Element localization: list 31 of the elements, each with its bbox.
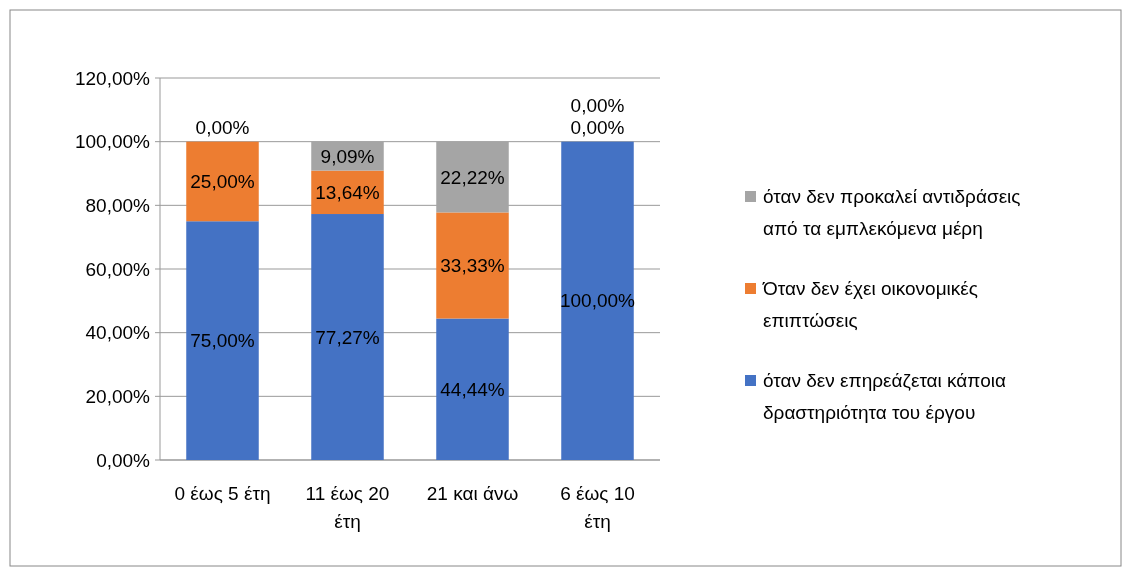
y-tick-label: 40,00% [85, 322, 151, 344]
y-tick-label: 100,00% [74, 131, 151, 153]
y-tick-label: 60,00% [85, 258, 151, 280]
x-tick-label: 0 έως 5 έτη [174, 483, 271, 504]
y-tick-label: 120,00% [74, 67, 151, 89]
bar [436, 212, 509, 319]
data-label: 0,00% [195, 117, 250, 139]
data-label: 77,27% [315, 326, 380, 348]
data-label: 75,00% [190, 330, 255, 352]
data-label: 9,09% [320, 145, 375, 167]
legend-label: όταν δεν επηρεάζεται κάποια δραστηριότητα του έργου [763, 370, 1006, 423]
bar [311, 214, 384, 460]
data-label: 22,22% [440, 166, 505, 188]
y-tick-label: 80,00% [85, 194, 151, 216]
data-label: 0,00% [570, 95, 625, 117]
x-tick-label: 6 έως 10 έτη [560, 483, 635, 532]
bar [186, 221, 259, 460]
data-label: 13,64% [315, 181, 380, 203]
data-label: 44,44% [440, 378, 505, 400]
y-tick-label: 0,00% [96, 449, 151, 471]
x-tick-label: 11 έως 20 έτη [305, 483, 390, 532]
bar [186, 141, 259, 222]
x-tick-label: 21 και άνω [426, 483, 519, 504]
bar [561, 141, 634, 460]
y-tick-label: 20,00% [85, 385, 151, 407]
bar [436, 318, 509, 460]
data-label: 33,33% [440, 255, 505, 277]
legend-label: όταν δεν προκαλεί αντιδράσεις από τα εμπλεκόμενα μέρη [763, 186, 1021, 239]
data-label: 25,00% [190, 171, 255, 193]
data-label: 0,00% [570, 117, 625, 139]
legend-label: Όταν δεν έχει οικονομικές επιπτώσεις [762, 278, 978, 331]
